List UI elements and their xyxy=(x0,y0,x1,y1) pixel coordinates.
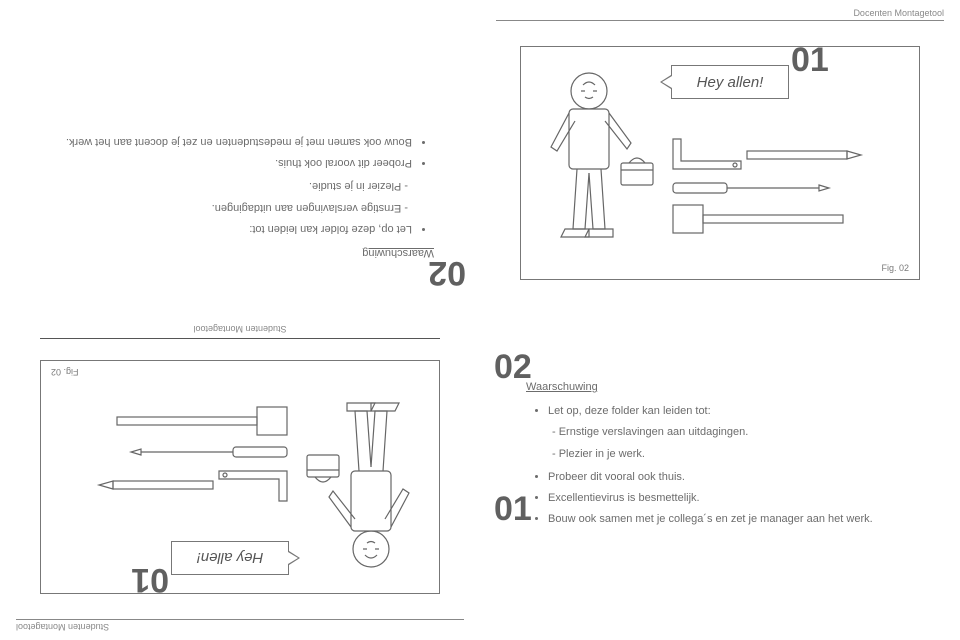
header-studenten: Studenten Montagetool xyxy=(16,622,109,632)
tools-icon xyxy=(111,397,291,507)
figure-caption: Fig. 02 xyxy=(51,367,79,377)
page-number-01: 01 xyxy=(791,41,829,80)
header-rule xyxy=(496,20,944,21)
warn-bullet-exc: Excellentievirus is besmettelijk. xyxy=(548,489,920,507)
footer-studenten: Studenten Montagetool xyxy=(0,324,480,334)
warning-title: Waarschuwing xyxy=(40,244,434,262)
speech-bubble: Hey allen! xyxy=(671,65,789,99)
warn-bullet-2: Probeer dit vooral ook thuis. xyxy=(40,154,412,172)
figure-panel: 01 Hey allen! xyxy=(520,46,920,280)
header-rule xyxy=(16,619,464,620)
page-number-01: 01 xyxy=(494,490,532,529)
warn-bullet-2: Probeer dit vooral ook thuis. xyxy=(548,468,920,486)
tools-icon xyxy=(669,133,849,243)
warn-sub-1: - Ernstige verslavingen aan uitdagingen. xyxy=(526,423,920,441)
person-icon xyxy=(539,67,659,267)
warn-sub-2: - Plezier in je studie. xyxy=(40,176,434,194)
footer-rule xyxy=(40,338,440,339)
page-number-01: 01 xyxy=(131,560,169,599)
warn-bullet-1: Let op, deze folder kan leiden tot: xyxy=(548,402,920,420)
warn-bullet-1: Let op, deze folder kan leiden tot: xyxy=(40,220,412,238)
warn-bullet-3: Bouw ook samen met je medestudenten en z… xyxy=(40,133,412,151)
speech-bubble: Hey allen! xyxy=(171,541,289,575)
warning-panel-studenten: Waarschuwing Let op, deze folder kan lei… xyxy=(40,130,434,262)
person-icon xyxy=(301,373,421,573)
warn-sub-1: - Ernstige verslavingen aan uitdagingen. xyxy=(40,199,434,217)
header-docenten: Docenten Montagetool xyxy=(853,8,944,18)
warn-sub-2: - Plezier in je werk. xyxy=(526,445,920,463)
warning-title: Waarschuwing xyxy=(526,378,920,396)
figure-panel: 01 Hey allen! xyxy=(40,360,440,594)
warning-panel-docenten: Waarschuwing Let op, deze folder kan lei… xyxy=(526,378,920,531)
figure-caption: Fig. 02 xyxy=(881,263,909,273)
warn-bullet-3: Bouw ook samen met je collega´s en zet j… xyxy=(548,510,920,528)
